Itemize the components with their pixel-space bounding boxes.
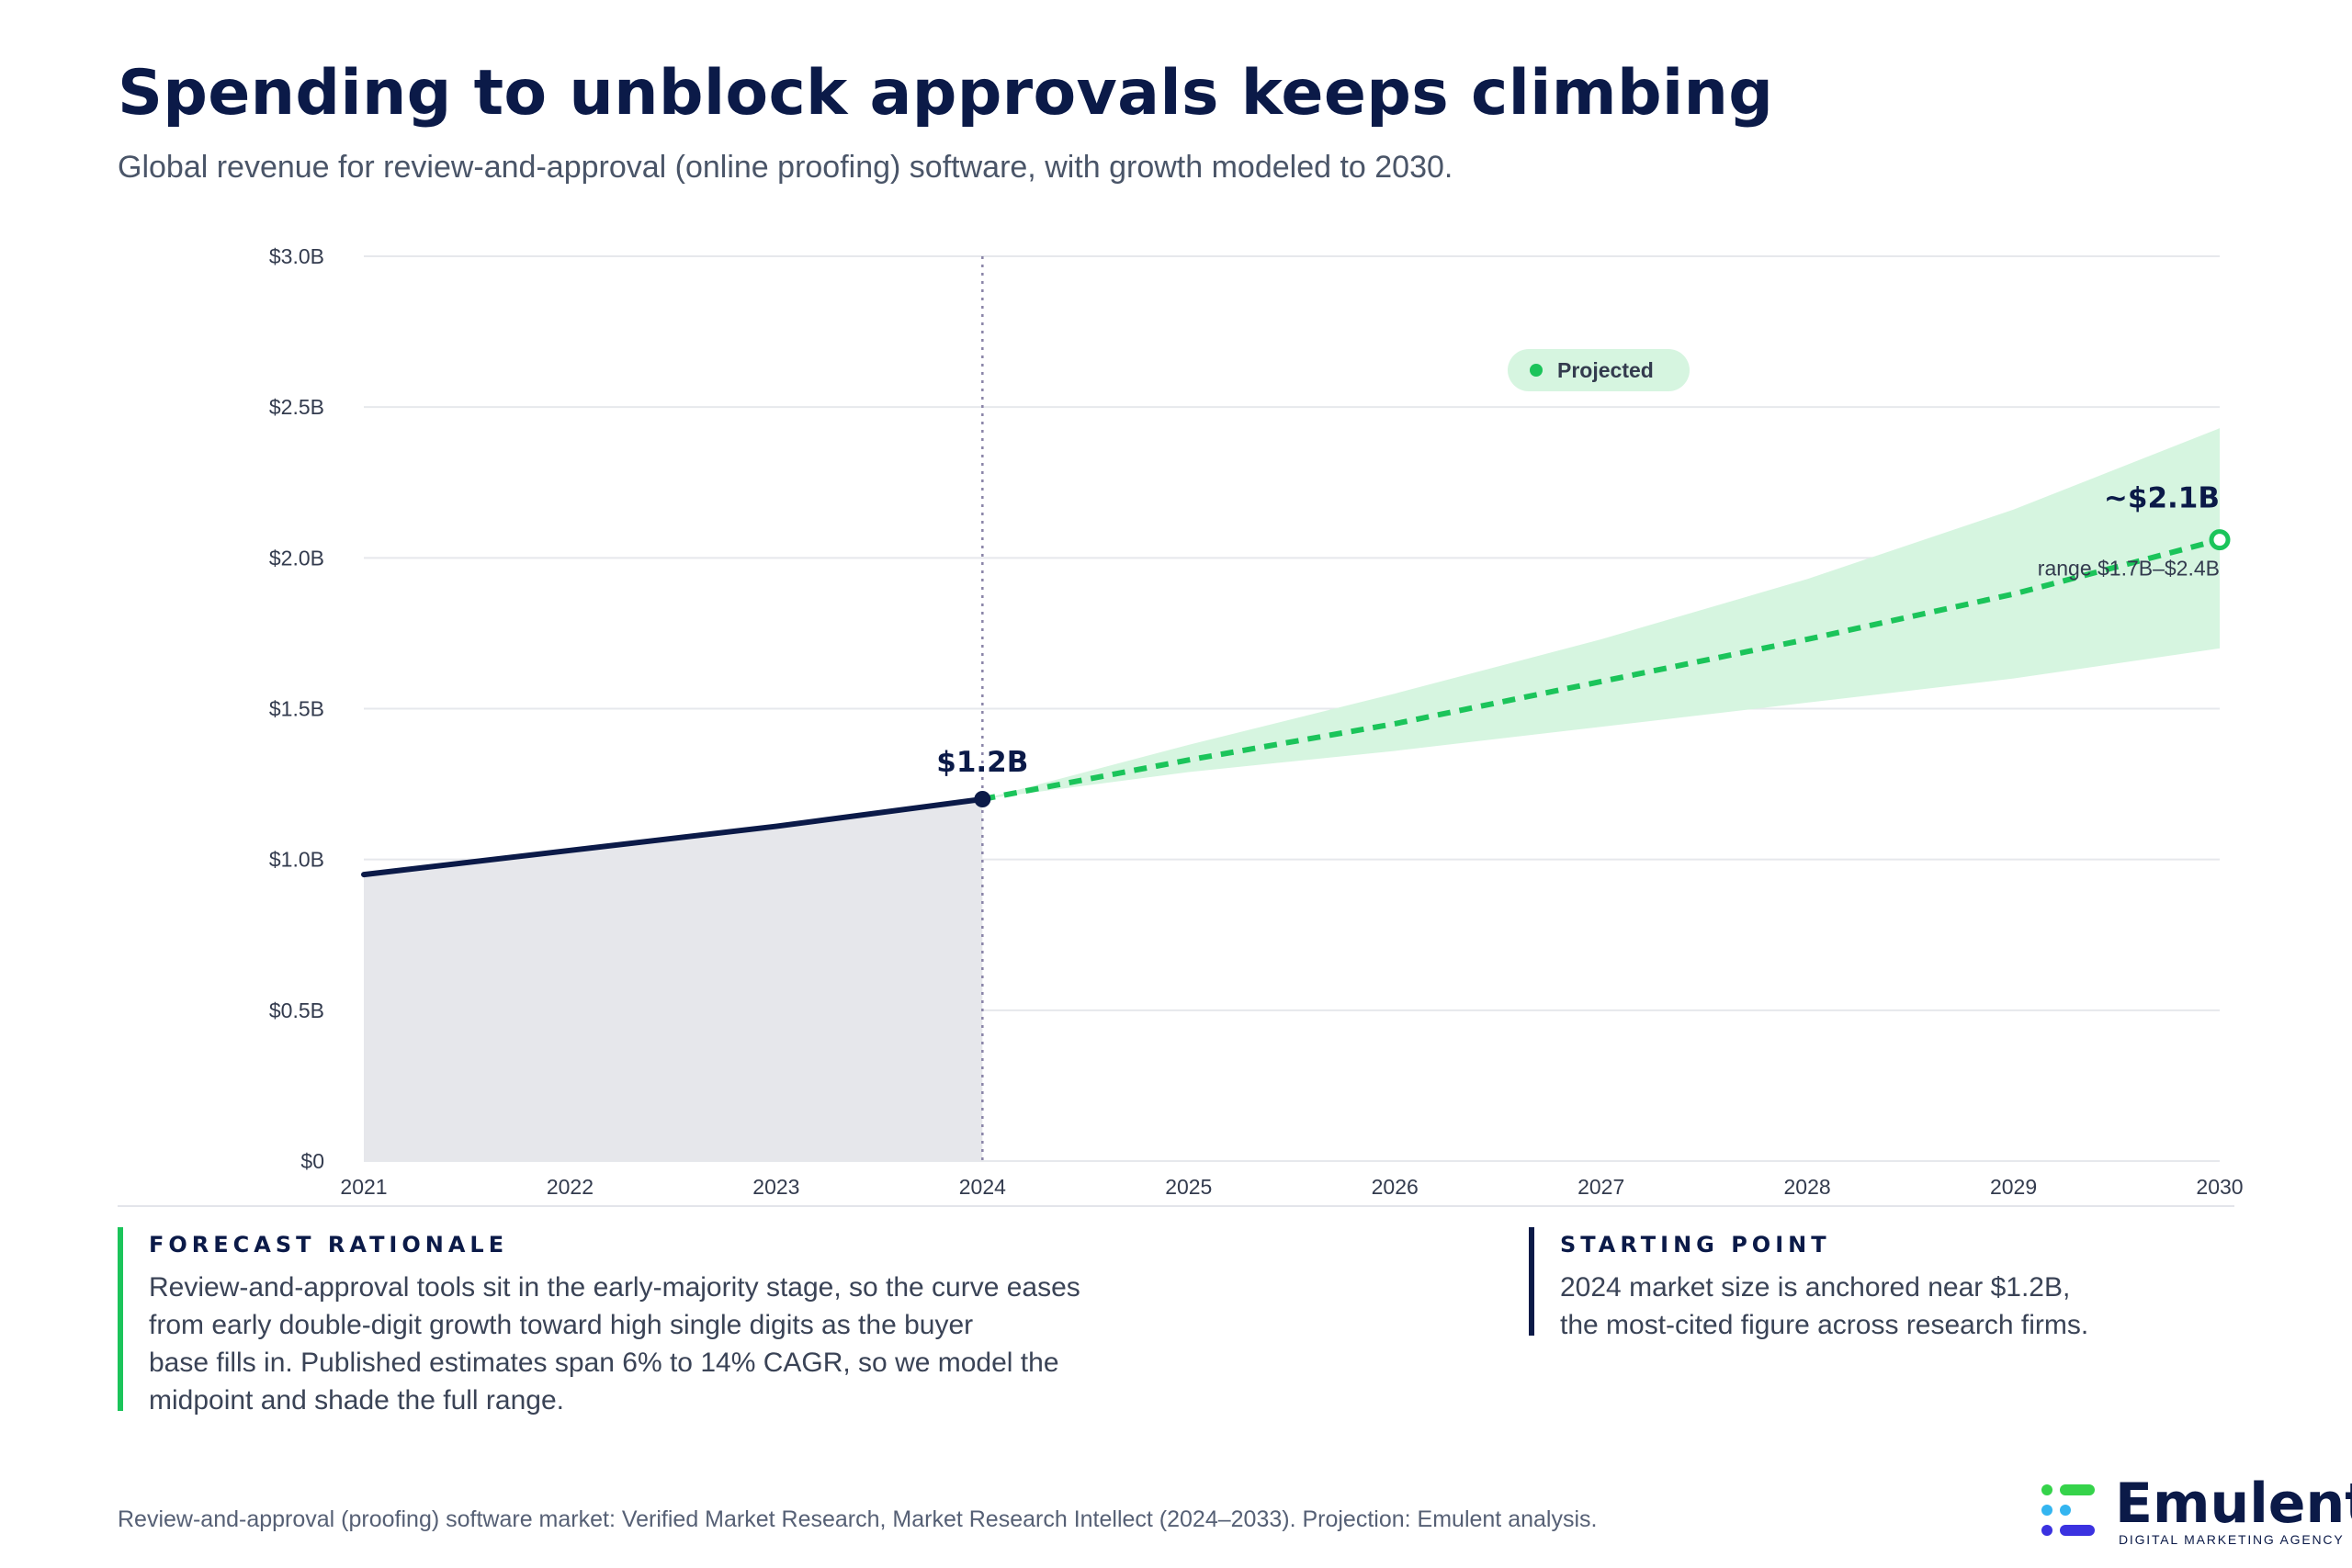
y-tick-label: $1.5B	[269, 697, 324, 721]
rationale-line: midpoint and shade the full range.	[149, 1385, 564, 1416]
start-point-marker	[974, 791, 991, 807]
rationale-line: from early double-digit growth toward hi…	[149, 1310, 974, 1340]
emulent-logo: Emulent DIGITAL MARKETING AGENCY	[2040, 1472, 2352, 1554]
logo-wordmark: Emulent	[2115, 1472, 2352, 1536]
end-point-marker	[2209, 529, 2231, 551]
x-tick-label: 2027	[1577, 1175, 1624, 1199]
x-tick-label: 2021	[340, 1175, 387, 1199]
chart-title: Spending to unblock approvals keeps clim…	[118, 57, 1774, 130]
projection-layer	[974, 529, 2231, 807]
starting-point-note: STARTING POINT 2024 market size is ancho…	[1529, 1227, 2088, 1340]
projected-line	[981, 536, 2221, 802]
x-tick-label: 2025	[1165, 1175, 1212, 1199]
legend: Projected	[1508, 349, 1690, 391]
y-tick-label: $0	[300, 1149, 324, 1173]
legend-pill	[1508, 349, 1690, 391]
projection-range-band	[982, 428, 2220, 799]
x-tick-label: 2030	[2196, 1175, 2243, 1199]
start-value-label: $1.2B	[936, 746, 1028, 779]
end-value-label: ~$2.1B	[2104, 482, 2220, 515]
starting-point-line: the most-cited figure across research fi…	[1560, 1310, 2089, 1340]
x-tick-label: 2023	[752, 1175, 799, 1199]
range-label: range $1.7B–$2.4B	[2038, 557, 2220, 581]
forecast-rationale-heading: FORECAST RATIONALE	[149, 1232, 509, 1258]
y-tick-label: $3.0B	[269, 244, 324, 268]
y-tick-label: $1.0B	[269, 848, 324, 872]
starting-point-heading: STARTING POINT	[1560, 1232, 1831, 1258]
y-tick-label: $2.0B	[269, 546, 324, 570]
forecast-rationale-body: Review-and-approval tools sit in the ear…	[149, 1269, 1080, 1419]
logo-tagline: DIGITAL MARKETING AGENCY	[2119, 1532, 2345, 1547]
rationale-line: base fills in. Published estimates span …	[149, 1348, 1059, 1378]
axis-labels: $0 $0.5B $1.0B $1.5B $2.0B $2.5B $3.0B 2021 2022…	[269, 244, 2244, 1199]
source-note: Review-and-approval (proofing) software …	[118, 1506, 1598, 1532]
historical-area	[364, 799, 983, 1161]
historical-line	[361, 796, 986, 878]
section-divider	[118, 1205, 2234, 1207]
starting-point-line: 2024 market size is anchored near $1.2B,	[1560, 1272, 2071, 1303]
x-tick-label: 2029	[1990, 1175, 2037, 1199]
x-tick-label: 2024	[959, 1175, 1006, 1199]
starting-point-body: 2024 market size is anchored near $1.2B,…	[1560, 1269, 2088, 1344]
history-layer	[361, 256, 986, 1161]
y-tick-label: $2.5B	[269, 395, 324, 419]
legend-swatch	[1530, 364, 1543, 377]
market-revenue-chart: $0 $0.5B $1.0B $1.5B $2.0B $2.5B $3.0B 2021 2022…	[269, 244, 2244, 1199]
y-tick-label: $0.5B	[269, 998, 324, 1022]
chart-subtitle: Global revenue for review-and-approval (…	[118, 150, 1453, 185]
x-tick-label: 2022	[547, 1175, 594, 1199]
logo-mark-icon	[2041, 1484, 2095, 1536]
range-band-layer	[982, 428, 2220, 799]
rationale-line: Review-and-approval tools sit in the ear…	[149, 1272, 1080, 1303]
annotation-layer: $1.2B ~$2.1B range $1.7B–$2.4B Projected	[936, 349, 2220, 779]
x-tick-label: 2028	[1784, 1175, 1831, 1199]
legend-label: Projected	[1557, 358, 1654, 382]
forecast-rationale-note: FORECAST RATIONALE Review-and-approval t…	[118, 1227, 1080, 1416]
x-tick-label: 2026	[1372, 1175, 1419, 1199]
